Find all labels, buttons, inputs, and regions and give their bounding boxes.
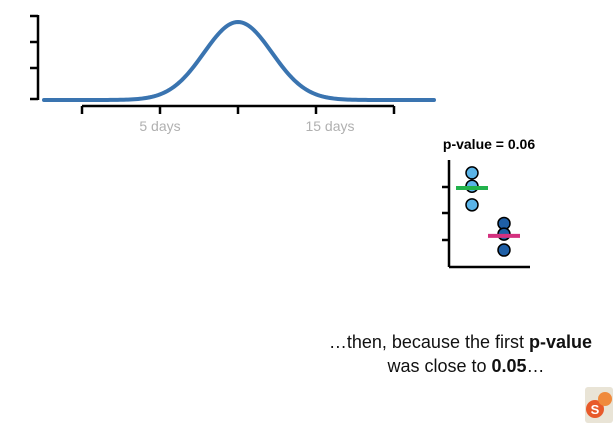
caption-line1: …then, because the first p-value bbox=[328, 332, 592, 352]
distribution-x-axis bbox=[80, 104, 396, 114]
x-tick-label-5-days: 5 days bbox=[139, 118, 180, 134]
statquest-logo-icon: S bbox=[585, 387, 613, 423]
group2-point-2 bbox=[497, 243, 511, 257]
caption-line2: was close to 0.05… bbox=[387, 356, 545, 376]
group1-point-2 bbox=[465, 198, 479, 212]
pvalue-title: p-value = 0.06 bbox=[443, 136, 535, 152]
normal-distribution-curve bbox=[42, 19, 436, 102]
caption-text: …then, because the first p-value was clo… bbox=[280, 330, 592, 378]
group1-point-1 bbox=[465, 166, 479, 180]
x-tick-label-15-days: 15 days bbox=[305, 118, 354, 134]
svg-text:S: S bbox=[591, 402, 600, 417]
pvalue-points bbox=[456, 166, 520, 257]
pvalue-y-axis bbox=[442, 160, 530, 269]
distribution-y-axis bbox=[30, 14, 40, 101]
